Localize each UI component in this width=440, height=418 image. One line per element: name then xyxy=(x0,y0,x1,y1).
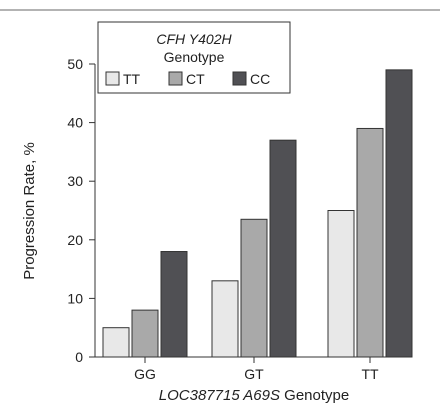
bars xyxy=(102,69,413,358)
bar-tt-ct xyxy=(356,127,384,358)
y-tick-label: 10 xyxy=(67,290,83,306)
bar-gt-tt xyxy=(211,280,239,358)
y-axis-title: Progression Rate, % xyxy=(21,142,38,280)
x-tick-label: GT xyxy=(244,366,264,382)
y-tick-label: 40 xyxy=(67,115,83,131)
legend-title-line1: CFH Y402H xyxy=(156,31,232,47)
x-axis-ticks: GG GT TT xyxy=(134,357,379,382)
x-tick-label: TT xyxy=(361,366,379,382)
legend-label-ct: CT xyxy=(186,71,205,87)
y-tick-label: 30 xyxy=(67,173,83,189)
y-tick-label: 0 xyxy=(75,349,83,365)
legend: CFH Y402H Genotype TT CT CC xyxy=(97,21,291,94)
bar-tt-tt xyxy=(327,210,355,358)
legend-title-line2: Genotype xyxy=(164,49,225,65)
bar-gt-cc xyxy=(269,139,297,358)
legend-box xyxy=(97,21,291,94)
legend-label-tt: TT xyxy=(123,71,141,87)
bar-gg-cc xyxy=(160,251,188,358)
legend-swatch-ct xyxy=(168,71,183,86)
legend-items: TT CT CC xyxy=(105,71,270,87)
legend-label-cc: CC xyxy=(250,71,270,87)
bar-gg-tt xyxy=(102,327,130,358)
legend-swatch-cc xyxy=(232,71,247,86)
x-axis-title-italic: LOC387715 A69S xyxy=(159,387,280,404)
bar-gg-ct xyxy=(131,309,159,358)
x-axis-title: LOC387715 A69S Genotype xyxy=(159,387,349,404)
bar-gt-ct xyxy=(240,218,268,358)
bar-tt-cc xyxy=(385,69,413,358)
y-tick-label: 50 xyxy=(67,56,83,72)
y-tick-label: 20 xyxy=(67,232,83,248)
x-axis-title-suffix: Genotype xyxy=(280,387,349,404)
y-axis-ticks: 0 10 20 30 40 50 xyxy=(67,56,95,365)
x-tick-label: GG xyxy=(134,366,156,382)
legend-swatch-tt xyxy=(105,71,120,86)
